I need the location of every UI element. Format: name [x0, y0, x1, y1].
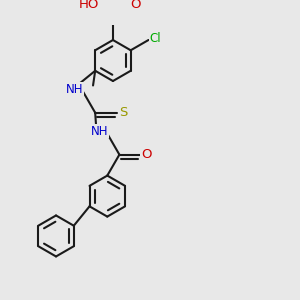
- Text: S: S: [119, 106, 128, 119]
- Text: Cl: Cl: [150, 32, 161, 45]
- Text: O: O: [131, 0, 141, 11]
- Text: O: O: [141, 148, 152, 161]
- Text: NH: NH: [66, 83, 84, 96]
- Text: HO: HO: [79, 0, 99, 11]
- Text: NH: NH: [91, 125, 108, 138]
